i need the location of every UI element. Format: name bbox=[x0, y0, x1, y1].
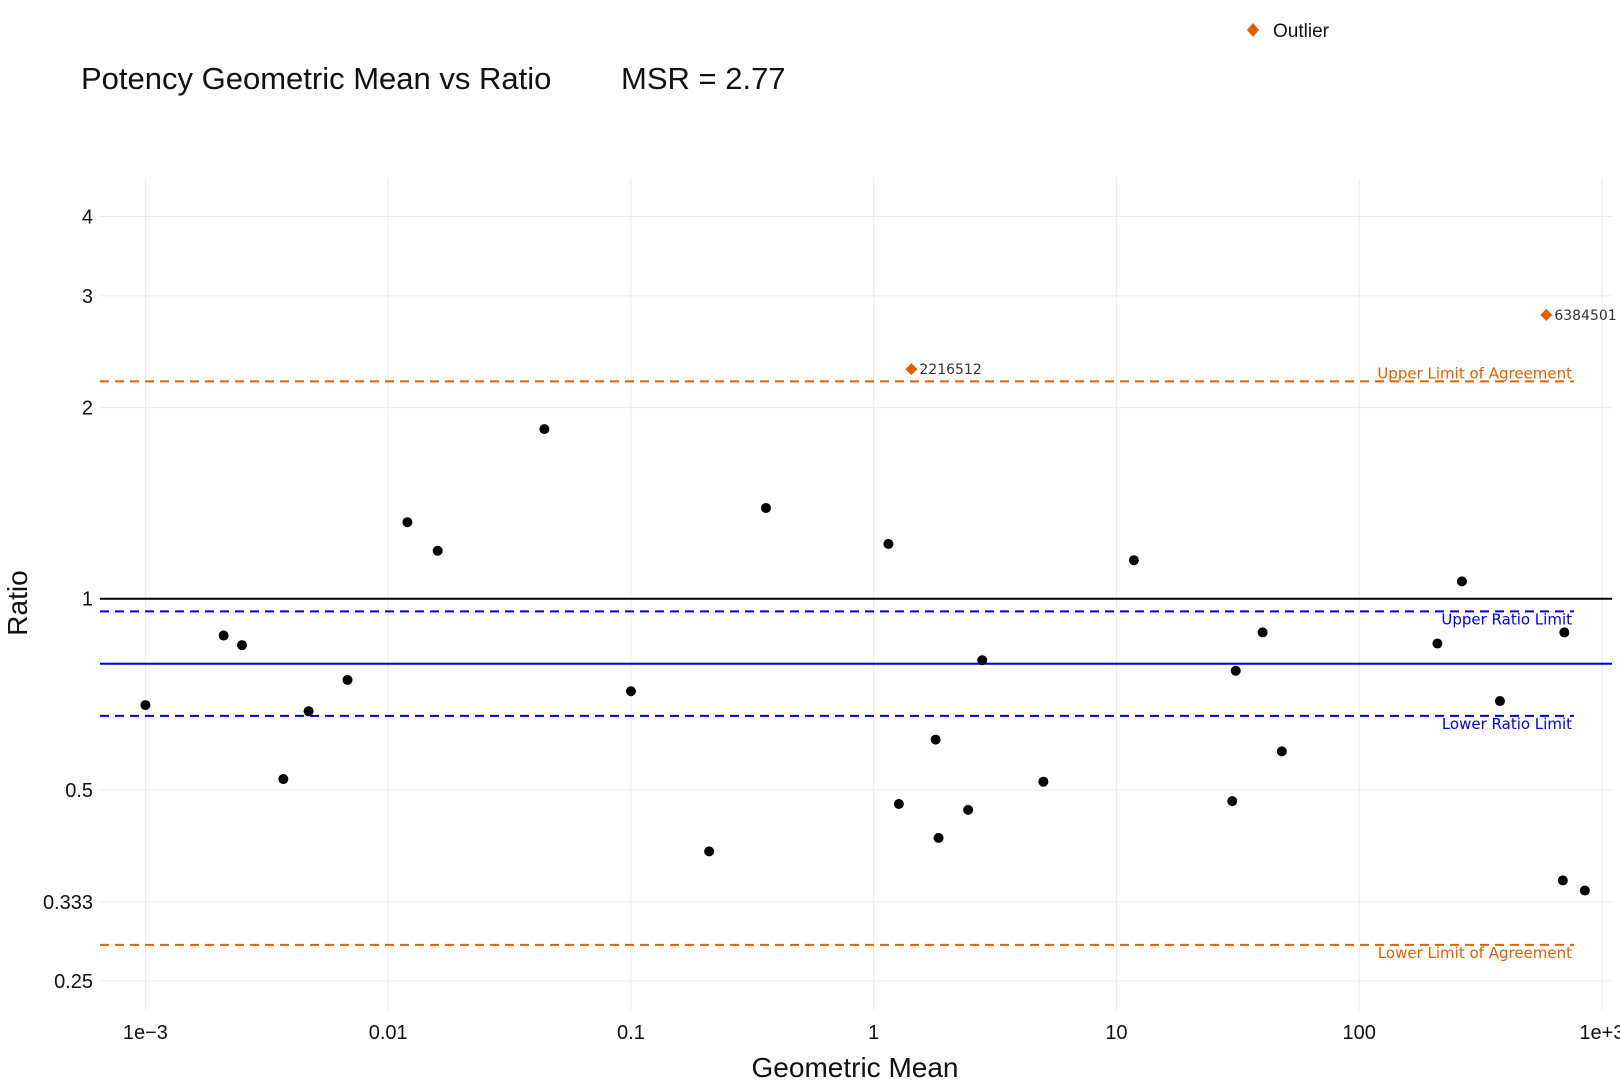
data-point bbox=[1257, 627, 1268, 638]
outlier-point bbox=[1540, 308, 1553, 321]
x-tick-label: 1e−3 bbox=[123, 1022, 168, 1044]
outlier-point-label: 2216512 bbox=[919, 362, 981, 378]
x-tick-label: 1 bbox=[868, 1022, 879, 1044]
reference-lines: Upper Ratio Limit Lower Ratio Limit Upper … bbox=[100, 364, 1612, 962]
data-point bbox=[342, 674, 353, 685]
data-point bbox=[1456, 576, 1467, 587]
data-point bbox=[1276, 746, 1287, 757]
lower-limit-of-agreement-label: Lower Limit of Agreement bbox=[1378, 944, 1572, 962]
legend[interactable]: Outlier bbox=[1247, 21, 1330, 42]
upper-ratio-limit-label: Upper Ratio Limit bbox=[1441, 610, 1572, 628]
x-tick-label: 0.01 bbox=[369, 1022, 408, 1044]
lower-ratio-limit-label: Lower Ratio Limit bbox=[1442, 715, 1572, 733]
data-point bbox=[402, 517, 413, 528]
y-tick-label: 3 bbox=[82, 286, 93, 308]
data-point bbox=[1038, 776, 1049, 787]
data-point bbox=[1432, 638, 1443, 649]
y-axis-title: Ratio bbox=[2, 570, 33, 635]
x-tick-label: 100 bbox=[1343, 1022, 1376, 1044]
data-point bbox=[140, 700, 151, 711]
data-point bbox=[977, 655, 988, 666]
legend-outlier-marker bbox=[1247, 23, 1259, 37]
data-point bbox=[704, 846, 715, 857]
data-point bbox=[1559, 627, 1570, 638]
data-point bbox=[963, 804, 974, 815]
data-point bbox=[1579, 885, 1590, 896]
data-point bbox=[303, 706, 314, 717]
y-tick-label: 1 bbox=[82, 589, 93, 611]
outlier-point-label: 6384501 bbox=[1554, 308, 1616, 324]
y-tick-label: 0.5 bbox=[65, 780, 93, 802]
data-point bbox=[760, 502, 771, 513]
data-point bbox=[930, 734, 941, 745]
y-tick-label: 0.25 bbox=[54, 971, 93, 993]
y-tick-label: 4 bbox=[82, 207, 93, 229]
data-point bbox=[237, 640, 248, 651]
data-point bbox=[1128, 555, 1139, 566]
chart-subtitle: MSR = 2.77 bbox=[621, 61, 786, 96]
data-point bbox=[539, 424, 550, 435]
data-point bbox=[218, 630, 229, 641]
grid bbox=[100, 178, 1612, 1010]
point-labels: 2216512 6384501 bbox=[919, 308, 1616, 378]
legend-outlier-label: Outlier bbox=[1273, 21, 1330, 42]
data-point bbox=[278, 774, 289, 785]
data-point bbox=[1227, 796, 1238, 807]
x-tick-label: 10 bbox=[1105, 1022, 1127, 1044]
data-point bbox=[1494, 696, 1505, 707]
data-point bbox=[1230, 665, 1241, 676]
data-points bbox=[140, 308, 1590, 896]
x-tick-label: 1e+3 bbox=[1579, 1022, 1620, 1044]
x-tick-label: 0.1 bbox=[617, 1022, 645, 1044]
y-tick-label: 0.333 bbox=[43, 892, 93, 914]
upper-limit-of-agreement-label: Upper Limit of Agreement bbox=[1377, 364, 1572, 382]
x-axis-title: Geometric Mean bbox=[752, 1052, 959, 1080]
data-point bbox=[893, 798, 904, 809]
data-point bbox=[883, 538, 894, 549]
chart-title: Potency Geometric Mean vs Ratio bbox=[81, 61, 551, 96]
y-tick-label: 2 bbox=[82, 398, 93, 420]
outlier-point bbox=[905, 363, 918, 376]
tick-labels: 1e−3 0.01 0.1 1 10 100 1e+3 0.25 0.333 0.5 1 2 3 4 bbox=[43, 207, 1620, 1044]
data-point bbox=[933, 832, 944, 843]
data-point bbox=[625, 686, 636, 697]
data-point bbox=[432, 545, 443, 556]
data-point bbox=[1557, 875, 1568, 886]
